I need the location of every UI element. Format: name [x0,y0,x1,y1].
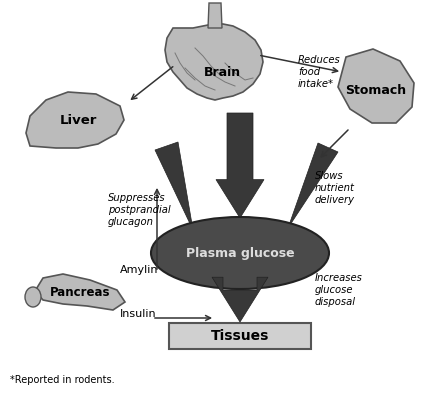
Text: Suppresses
postprandial
glucagon: Suppresses postprandial glucagon [108,193,171,228]
Text: Liver: Liver [59,113,97,126]
Polygon shape [212,277,268,322]
Text: Plasma glucose: Plasma glucose [186,246,294,260]
Polygon shape [288,143,338,228]
Text: Pancreas: Pancreas [50,286,110,299]
Text: Tissues: Tissues [211,329,269,343]
FancyBboxPatch shape [169,323,311,349]
Text: Reduces
food
intake*: Reduces food intake* [298,55,341,89]
Text: Insulin: Insulin [120,309,157,319]
Polygon shape [216,113,264,218]
Polygon shape [165,24,263,100]
Text: Slows
nutrient
delivery: Slows nutrient delivery [315,171,355,205]
Ellipse shape [25,287,41,307]
Text: Increases
glucose
disposal: Increases glucose disposal [315,273,363,307]
Text: *Reported in rodents.: *Reported in rodents. [10,375,115,385]
Polygon shape [26,92,124,148]
Polygon shape [155,142,193,230]
Text: Amylin: Amylin [120,265,158,275]
Polygon shape [338,49,414,123]
Text: Stomach: Stomach [345,83,407,96]
Polygon shape [35,274,125,310]
Ellipse shape [151,217,329,289]
Polygon shape [208,3,222,28]
Text: Brain: Brain [203,66,241,79]
